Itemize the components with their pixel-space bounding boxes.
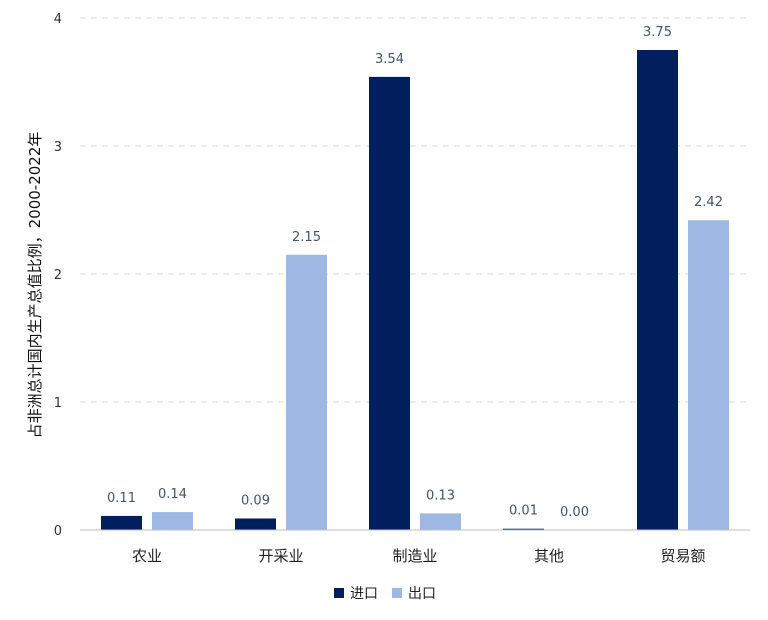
y-tick-label: 0 (54, 524, 62, 539)
bar-import (101, 515, 142, 530)
legend-swatch-export (392, 588, 402, 598)
x-category-label: 开采业 (258, 547, 303, 565)
data-label: 0.01 (509, 504, 538, 519)
bar-import (235, 518, 276, 530)
y-tick-label: 1 (54, 396, 62, 411)
legend-label-export: 出口 (408, 586, 436, 602)
x-category-label: 贸易额 (660, 547, 705, 565)
data-label: 0.13 (426, 488, 455, 503)
gridlines (80, 17, 750, 403)
legend-label-import: 进口 (350, 586, 378, 602)
data-label: 3.75 (643, 25, 672, 40)
bar-import (503, 528, 544, 530)
y-tick-label: 4 (54, 12, 62, 27)
y-tick-label: 2 (54, 268, 62, 283)
legend-swatch-import (334, 588, 344, 598)
bar-import (637, 50, 678, 530)
x-category-label: 农业 (132, 547, 162, 565)
data-label: 2.42 (694, 195, 723, 210)
data-label: 3.54 (375, 52, 404, 67)
data-label: 0.09 (241, 493, 270, 508)
y-axis-ticks: 0 1 2 3 4 (54, 12, 62, 539)
bar-export (688, 220, 729, 531)
data-label: 2.15 (292, 230, 321, 245)
x-axis-categories: 农业 开采业 制造业 其他 贸易额 (132, 547, 706, 565)
data-labels: 0.11 0.14 0.09 2.15 3.54 0.13 0.01 0.00 3.75 2.42 (107, 25, 723, 520)
data-label: 0.00 (560, 505, 589, 520)
bars (101, 50, 729, 531)
x-category-label: 制造业 (392, 547, 437, 565)
data-label: 0.11 (107, 491, 136, 506)
bar-export (152, 512, 193, 530)
data-label: 0.14 (158, 487, 187, 502)
bar-import (369, 76, 410, 530)
y-axis-title: 占非洲总计国内生产总值比例，2000-2022年 (26, 132, 44, 439)
x-category-label: 其他 (534, 547, 564, 565)
legend: 进口 出口 (334, 586, 436, 602)
bar-export (286, 254, 327, 531)
bar-export (420, 513, 461, 530)
y-tick-label: 3 (54, 140, 62, 155)
